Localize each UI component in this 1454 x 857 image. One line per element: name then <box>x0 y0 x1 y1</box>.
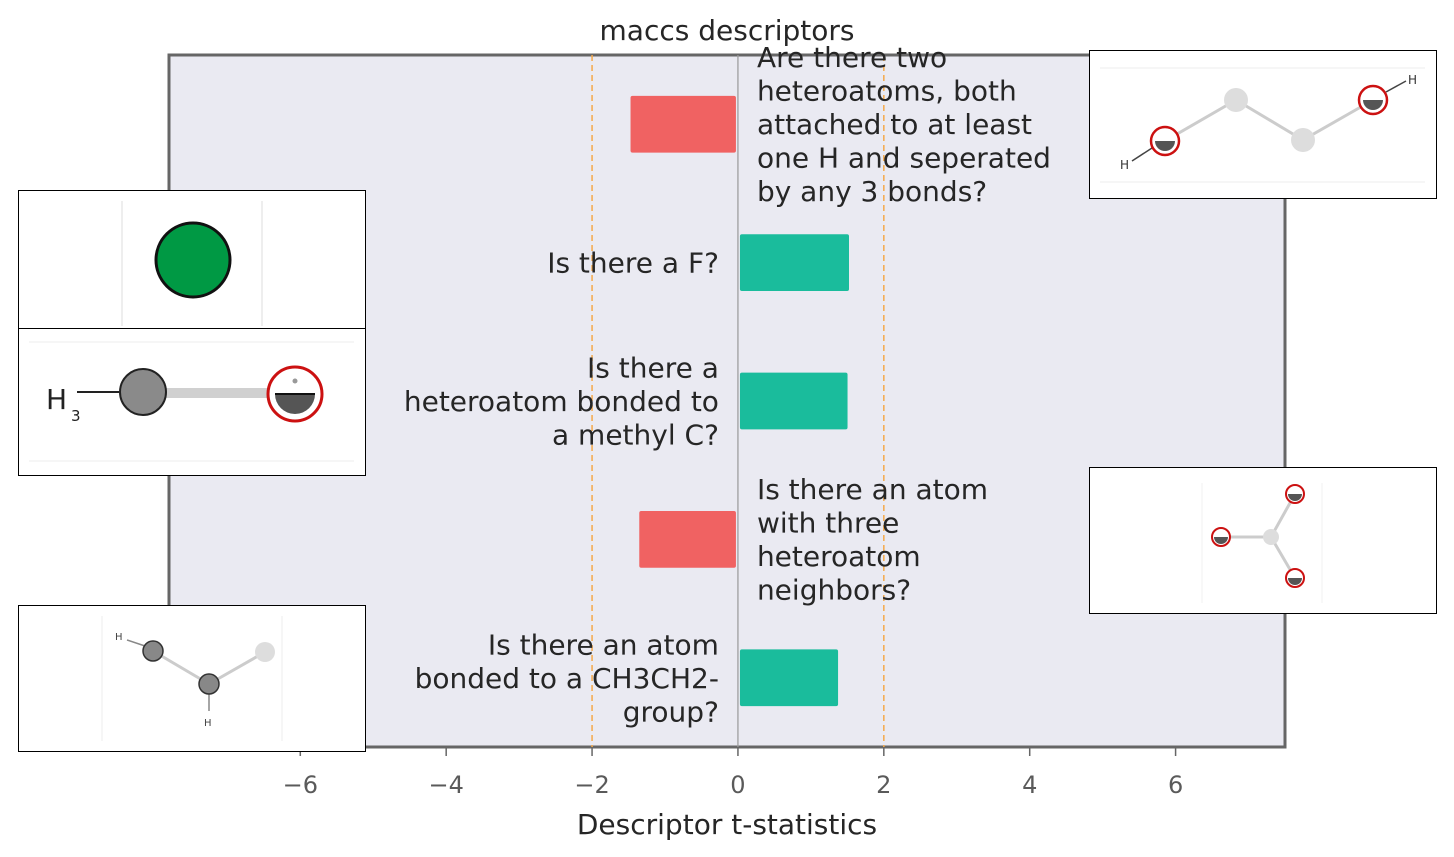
svg-text:H: H <box>46 383 67 416</box>
bar-0 <box>630 95 736 153</box>
x-tick-label-4: 2 <box>876 771 891 799</box>
x-tick-label-0: −6 <box>283 771 318 799</box>
svg-text:H: H <box>115 632 123 643</box>
svg-text:H: H <box>1408 73 1417 87</box>
bar-label-0: Are there two heteroatoms, both attached t… <box>757 41 1051 208</box>
inset-two-heteroatoms-3-bonds: H H <box>1089 50 1437 199</box>
bar-label-1: Is there a F? <box>547 247 719 280</box>
svg-text:H: H <box>1120 158 1129 172</box>
x-tick-label-3: 0 <box>730 771 745 799</box>
bar-3 <box>639 511 736 568</box>
inset-three-heteroatom-neighbors <box>1089 467 1437 614</box>
x-tick-label-1: −4 <box>428 771 463 799</box>
bar-1 <box>739 234 849 291</box>
inset-cch2-group: H H <box>18 605 366 752</box>
svg-text:H: H <box>204 718 212 729</box>
inset-fluorine-atom <box>18 190 366 330</box>
bar-4 <box>739 649 839 707</box>
bar-label-2: Is there a heteroatom bonded to a methyl C… <box>404 352 719 452</box>
svg-text:3: 3 <box>71 407 81 425</box>
x-axis-label: Descriptor t-statistics <box>577 808 877 841</box>
bar-label-3: Is there an atom with three heteroatom neig… <box>757 473 988 607</box>
x-tick-label-2: −2 <box>574 771 609 799</box>
x-tick-label-5: 4 <box>1022 771 1037 799</box>
inset-methyl-heteroatom: H 3 <box>18 328 366 476</box>
bar-label-4: Is there an atom bonded to a CH3CH2-group… <box>415 628 719 728</box>
x-tick-label-6: 6 <box>1168 771 1183 799</box>
chart-title: maccs descriptors <box>600 14 855 47</box>
bar-2 <box>739 372 848 430</box>
